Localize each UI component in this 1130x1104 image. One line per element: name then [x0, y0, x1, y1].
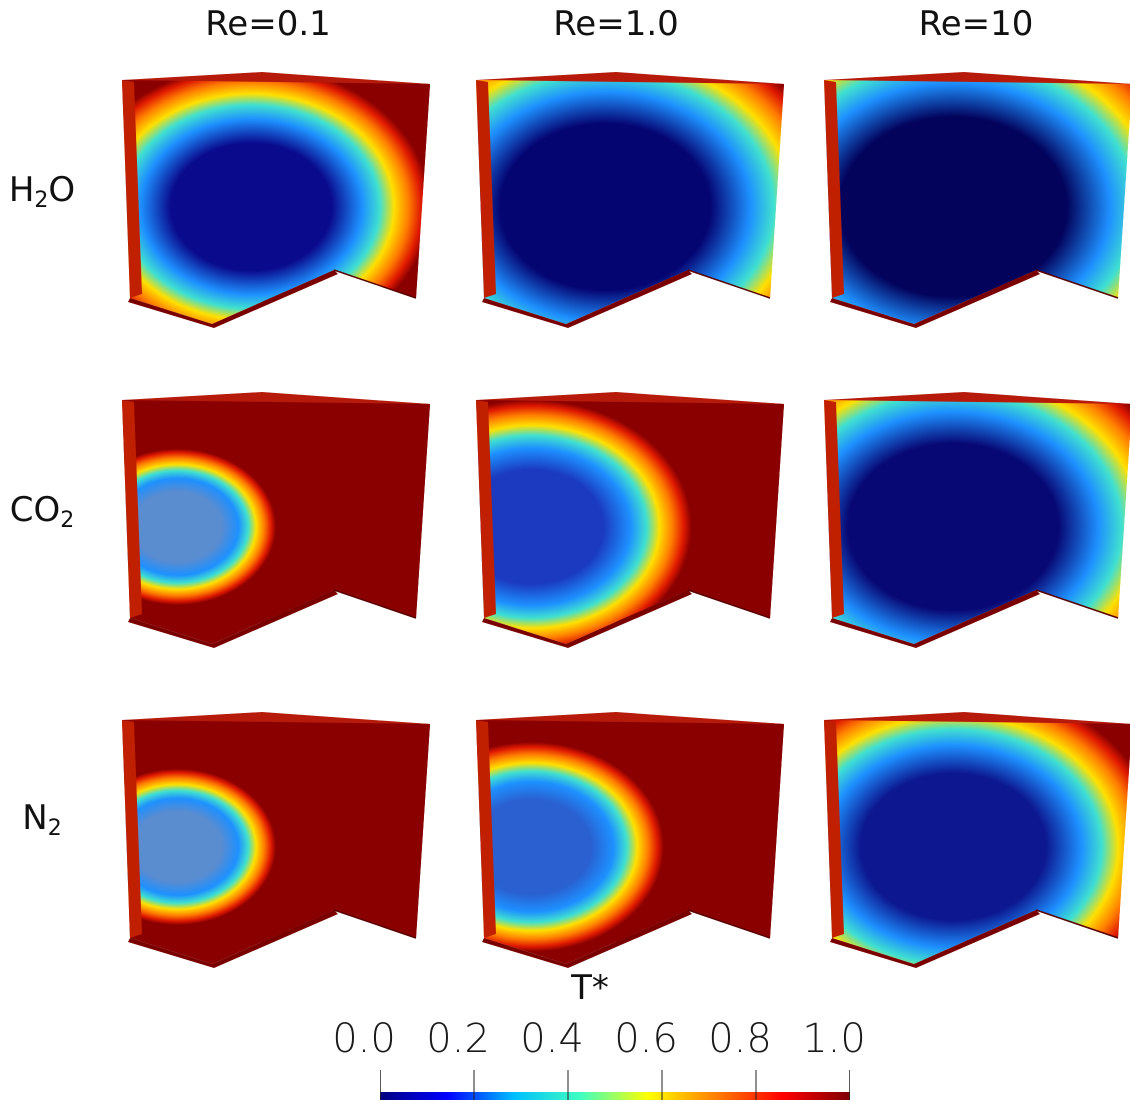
box-corner-edge [687, 589, 771, 619]
box-bottom-edge [128, 270, 338, 328]
box-bottom-edge [482, 910, 692, 968]
box-corner-edge [687, 909, 771, 939]
row-label-n2-sub: 2 [47, 816, 62, 841]
box-front-face [476, 80, 784, 324]
colorbar-tick-label: 0.4 [520, 1016, 584, 1062]
box-bottom-edge [128, 910, 338, 968]
box-bottom-edge [482, 590, 692, 648]
temperature-box [122, 392, 430, 648]
row-label-n2: N2 [0, 798, 84, 841]
box-corner-edge [1035, 909, 1119, 939]
colorbar-tick-label: 0.2 [426, 1016, 490, 1062]
panel-h2o-re-1-0 [466, 62, 796, 362]
box-left-face [476, 80, 496, 298]
row-label-co2-sub: 2 [60, 508, 75, 533]
box-left-face [824, 400, 844, 618]
box-left-face [476, 720, 496, 938]
box-bottom-edge [830, 590, 1040, 648]
box-bottom-edge [128, 590, 338, 648]
panel-co2-re-0-1 [112, 382, 442, 682]
box-left-face [122, 400, 142, 618]
row-label-h2o-tail: O [48, 170, 76, 210]
box-corner-edge [333, 909, 417, 939]
row-label-co2-base: CO [9, 490, 61, 530]
panel-h2o-re-0-1 [112, 62, 442, 362]
colorbar-tick-label: 0.0 [332, 1016, 396, 1062]
colorbar-ticks [380, 1070, 850, 1100]
column-header-re-1-0: Re=1.0 [553, 4, 679, 44]
box-front-face [122, 400, 430, 644]
box-bottom-edge [830, 270, 1040, 328]
box-front-face [122, 720, 430, 964]
box-front-face [476, 720, 784, 964]
panel-h2o-re-10 [814, 62, 1130, 362]
temperature-box [122, 712, 430, 968]
box-front-face [824, 720, 1130, 964]
colorbar-tick-label: 1.0 [802, 1016, 866, 1062]
panel-n2-re-10 [814, 702, 1130, 1002]
row-label-h2o: H2O [0, 170, 84, 213]
temperature-box [476, 712, 784, 968]
panel-co2-re-10 [814, 382, 1130, 682]
box-front-face [122, 80, 430, 324]
temperature-box [824, 72, 1130, 328]
column-header-re-0-1: Re=0.1 [205, 4, 331, 44]
temperature-box [122, 72, 430, 328]
box-corner-edge [333, 589, 417, 619]
colorbar-tick-label: 0.6 [614, 1016, 678, 1062]
box-bottom-edge [830, 910, 1040, 968]
temperature-box [476, 392, 784, 648]
box-corner-edge [1035, 589, 1119, 619]
box-left-face [476, 400, 496, 618]
temperature-box [824, 392, 1130, 648]
row-label-h2o-sub: 2 [34, 188, 49, 213]
box-left-face [824, 80, 844, 298]
box-front-face [476, 400, 784, 644]
row-label-co2: CO2 [0, 490, 84, 533]
panel-n2-re-1-0 [466, 702, 796, 1002]
panel-n2-re-0-1 [112, 702, 442, 1002]
temperature-box [824, 712, 1130, 968]
panel-co2-re-1-0 [466, 382, 796, 682]
colorbar-tick-label: 0.8 [708, 1016, 772, 1062]
box-corner-edge [1035, 269, 1119, 299]
colorbar [380, 1070, 850, 1100]
box-left-face [824, 720, 844, 938]
column-header-re-10: Re=10 [918, 4, 1034, 44]
box-left-face [122, 720, 142, 938]
box-left-face [122, 80, 142, 298]
colorbar-gradient [380, 1092, 850, 1100]
box-corner-edge [333, 269, 417, 299]
box-bottom-edge [482, 270, 692, 328]
colorbar-title: T* [571, 968, 609, 1008]
row-label-n2-base: N [22, 798, 48, 838]
temperature-box [476, 72, 784, 328]
row-label-h2o-base: H [8, 170, 35, 210]
box-front-face [824, 80, 1130, 324]
box-corner-edge [687, 269, 771, 299]
box-front-face [824, 400, 1130, 644]
